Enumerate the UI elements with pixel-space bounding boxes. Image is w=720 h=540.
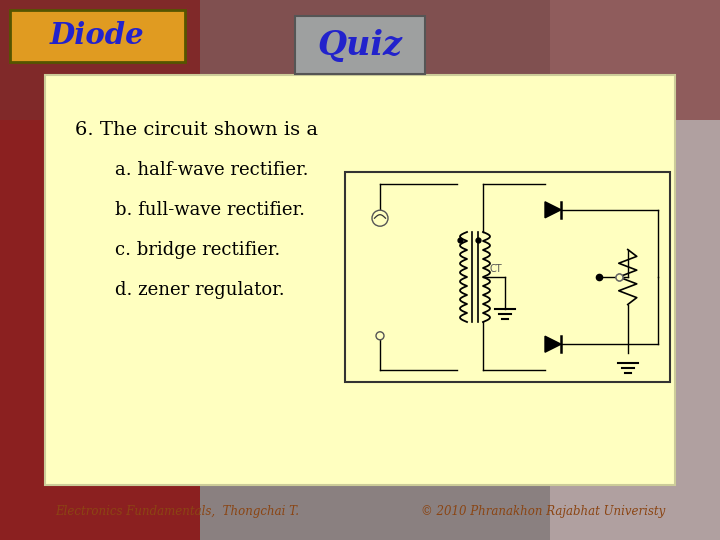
Text: 6. The circuit shown is a: 6. The circuit shown is a	[75, 121, 318, 139]
Text: © 2010 Phranakhon Rajabhat Univeristy: © 2010 Phranakhon Rajabhat Univeristy	[420, 505, 665, 518]
Circle shape	[372, 210, 388, 226]
Bar	[10, 10, 185, 62]
Text: b. full-wave rectifier.: b. full-wave rectifier.	[115, 201, 305, 219]
Text: CT: CT	[489, 264, 502, 274]
Bar	[0, 0, 720, 120]
Bar	[10, 10, 185, 62]
Circle shape	[376, 332, 384, 340]
Polygon shape	[545, 336, 561, 352]
Bar	[550, 0, 720, 540]
Bar	[200, 0, 720, 540]
Bar	[0, 0, 200, 540]
Text: Diode: Diode	[50, 22, 144, 51]
Text: Electronics Fundamentals,  Thongchai T.: Electronics Fundamentals, Thongchai T.	[55, 505, 299, 518]
Text: d. zener regulator.: d. zener regulator.	[115, 281, 284, 299]
Bar	[10, 10, 185, 62]
Bar	[345, 172, 670, 382]
Text: c. bridge rectifier.: c. bridge rectifier.	[115, 241, 280, 259]
Bar	[45, 75, 675, 485]
Polygon shape	[545, 202, 561, 218]
Bar	[295, 16, 425, 74]
Text: a. half-wave rectifier.: a. half-wave rectifier.	[115, 161, 308, 179]
Text: Quiz: Quiz	[318, 29, 402, 62]
